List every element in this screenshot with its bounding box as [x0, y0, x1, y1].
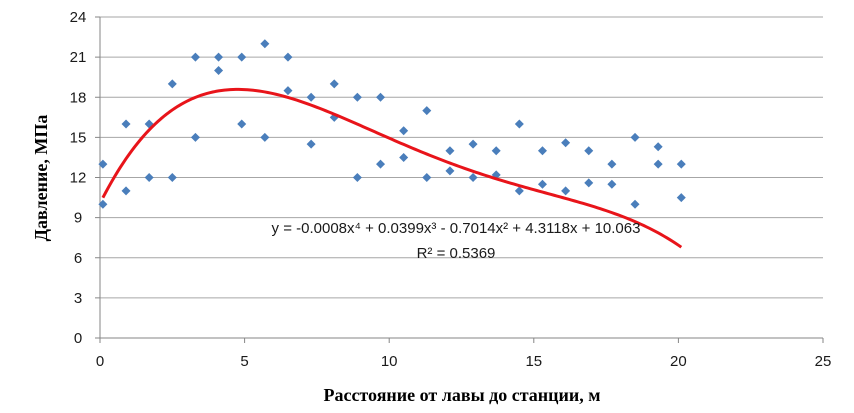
- data-point: [468, 173, 478, 182]
- data-point: [468, 139, 478, 149]
- data-point: [352, 173, 362, 182]
- data-point: [399, 152, 409, 162]
- x-tick-label: 10: [381, 353, 398, 370]
- data-points: [98, 39, 686, 209]
- x-tick-labels: 0 5 10 15 20 25: [96, 353, 832, 370]
- data-point: [514, 119, 524, 129]
- x-axis-title: Расстояние от лавы до станции, м: [323, 385, 600, 405]
- data-point: [630, 199, 640, 209]
- data-point: [144, 173, 154, 182]
- y-tick-label: 15: [70, 129, 87, 146]
- data-point: [399, 126, 409, 136]
- data-point: [237, 119, 247, 129]
- x-tick-label: 0: [96, 353, 104, 370]
- data-point: [98, 199, 108, 209]
- y-tick-label: 12: [70, 170, 87, 187]
- data-point: [584, 146, 594, 156]
- data-point: [214, 66, 224, 75]
- data-point: [98, 159, 108, 169]
- data-point: [676, 159, 686, 169]
- data-point: [422, 173, 432, 182]
- data-point: [445, 166, 455, 176]
- data-point: [121, 119, 131, 129]
- data-point: [445, 146, 455, 156]
- data-point: [537, 179, 547, 189]
- data-point: [376, 159, 386, 169]
- y-tick-label: 24: [70, 9, 87, 26]
- data-point: [283, 52, 293, 62]
- data-point: [607, 179, 617, 189]
- data-point: [121, 186, 131, 196]
- data-point: [676, 193, 686, 203]
- data-point: [630, 132, 640, 142]
- data-point: [190, 52, 200, 62]
- data-point: [352, 92, 362, 102]
- x-tick-label: 20: [670, 353, 687, 370]
- data-point: [306, 92, 316, 102]
- y-tick-label: 3: [74, 290, 82, 307]
- x-tick-label: 5: [240, 353, 248, 370]
- y-tick-label: 6: [74, 250, 82, 267]
- x-tick-label: 25: [815, 353, 832, 370]
- data-point: [607, 159, 617, 169]
- data-point: [260, 39, 270, 49]
- data-point: [491, 146, 501, 156]
- y-tick-label: 9: [74, 210, 82, 227]
- data-point: [167, 173, 177, 182]
- data-point: [306, 139, 316, 149]
- y-tick-label: 21: [70, 49, 87, 66]
- y-tick-label: 0: [74, 330, 82, 347]
- data-point: [260, 132, 270, 142]
- trendline: [101, 87, 683, 249]
- x-tick-label: 15: [525, 353, 542, 370]
- data-point: [376, 92, 386, 102]
- data-point: [653, 142, 663, 152]
- y-axis-title: Давление, МПа: [31, 115, 51, 242]
- data-point: [537, 146, 547, 156]
- y-tick-labels: 0 3 6 9 12 15 18 21 24: [70, 9, 87, 347]
- trendline-equation: y = -0.0008x⁴ + 0.0399x³ - 0.7014x² + 4.…: [272, 220, 641, 237]
- data-point: [561, 186, 571, 196]
- data-point: [329, 79, 339, 89]
- data-point: [283, 86, 293, 96]
- data-point: [514, 186, 524, 196]
- r-squared-label: R² = 0.5369: [417, 245, 496, 262]
- data-point: [167, 79, 177, 89]
- data-point: [237, 52, 247, 62]
- y-tick-label: 18: [70, 89, 87, 106]
- data-point: [422, 106, 432, 116]
- axes: [95, 16, 824, 343]
- data-point: [653, 159, 663, 169]
- data-point: [584, 178, 594, 188]
- data-point: [561, 138, 571, 148]
- data-point: [214, 52, 224, 62]
- data-point: [190, 132, 200, 142]
